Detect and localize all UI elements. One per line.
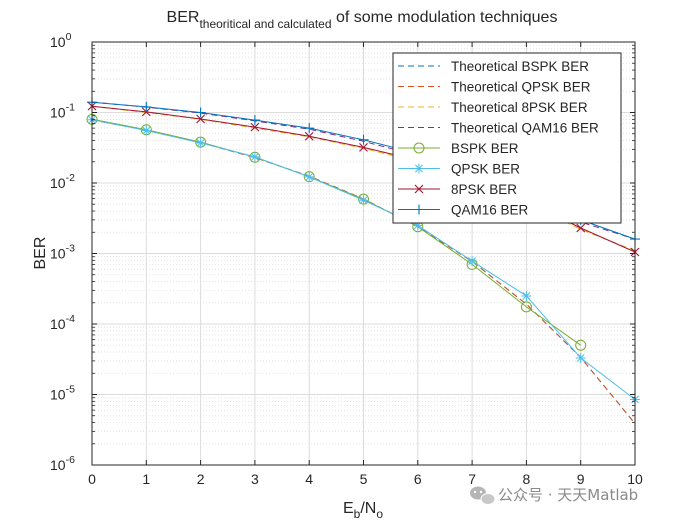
- marker-circle: [413, 142, 425, 154]
- x-tick-label: 1: [142, 471, 150, 487]
- xlabel-base: E: [343, 500, 354, 517]
- legend-entry: 8PSK BER: [398, 182, 517, 197]
- x-axis-title: Eb/No: [343, 500, 383, 521]
- x-tick-labels: 0 1 2 3 4 5 6 7 8 9 10: [88, 471, 643, 487]
- legend-label: QAM16 BER: [451, 203, 529, 218]
- y-tick-label: 10-1: [50, 102, 75, 121]
- marker-asterisk: [304, 171, 315, 182]
- x-tick-label: 10: [627, 471, 643, 487]
- marker-asterisk: [467, 256, 478, 267]
- marker-circle: [520, 301, 532, 313]
- marker-x: [196, 114, 205, 124]
- marker-x: [414, 184, 424, 194]
- marker-x: [250, 122, 260, 132]
- chart-title: BERtheoritical and calculated of some mo…: [167, 9, 558, 31]
- watermark: 公众号 · 天天Matlab: [470, 486, 638, 505]
- legend-entry: Theoretical QAM16 BER: [398, 121, 599, 136]
- legend-entry: QAM16 BER: [398, 203, 529, 218]
- x-tick-label: 0: [88, 471, 96, 487]
- series-line: [91, 118, 581, 346]
- marker-asterisk: [249, 151, 260, 162]
- y-tick-label: 10-2: [50, 172, 75, 191]
- legend-label: Theoretical 8PSK BER: [451, 100, 588, 115]
- x-tick-label: 7: [468, 471, 476, 487]
- title-subscript: theoritical and calculated: [199, 17, 331, 31]
- y-tick-label: 10-6: [50, 454, 75, 473]
- y-axis-title: BER: [32, 237, 49, 270]
- legend: Theoretical BSPK BER Theoretical QPSK BER…: [392, 52, 622, 224]
- x-tick-label: 9: [577, 471, 585, 487]
- title-base: BER: [167, 9, 200, 26]
- marker-asterisk: [412, 220, 423, 231]
- y-tick-label: 10-3: [50, 243, 75, 262]
- marker-x: [304, 131, 314, 141]
- watermark-text: 公众号 · 天天Matlab: [498, 486, 638, 504]
- minor-grid: [92, 44, 635, 445]
- marker-asterisk: [141, 125, 152, 136]
- marker-circle: [575, 339, 587, 351]
- legend-entry: Theoretical 8PSK BER: [398, 100, 588, 115]
- ticks: [91, 41, 636, 466]
- xlabel-sub1: b: [354, 507, 361, 521]
- legend-label: 8PSK BER: [451, 182, 517, 197]
- marker-plus: [141, 101, 152, 112]
- marker-plus: [249, 115, 260, 126]
- legend-label: QPSK BER: [451, 162, 520, 177]
- y-tick-labels: 10-6 10-5 10-4 10-3 10-2 10-1 100: [50, 31, 75, 473]
- marker-asterisk: [575, 352, 586, 363]
- legend-entry: BSPK BER: [398, 141, 519, 156]
- y-tick-label: 100: [50, 31, 72, 50]
- legend-entry: Theoretical QPSK BER: [398, 80, 591, 95]
- x-tick-label: 6: [414, 471, 422, 487]
- x-tick-label: 5: [360, 471, 368, 487]
- x-tick-label: 3: [251, 471, 259, 487]
- legend-label: Theoretical QAM16 BER: [451, 121, 599, 136]
- legend-label: Theoretical QPSK BER: [451, 80, 591, 95]
- marker-asterisk: [414, 163, 424, 174]
- xlabel-mid: /N: [360, 500, 376, 517]
- marker-asterisk: [358, 195, 369, 206]
- legend-label: Theoretical BSPK BER: [451, 59, 589, 74]
- legend-label: BSPK BER: [451, 141, 519, 156]
- marker-x: [359, 142, 368, 152]
- x-tick-label: 4: [305, 471, 313, 487]
- x-tick-label: 8: [523, 471, 531, 487]
- marker-plus: [195, 107, 206, 118]
- legend-box: [392, 52, 622, 224]
- marker-asterisk: [521, 290, 532, 301]
- y-tick-label: 10-4: [50, 313, 75, 332]
- marker-plus: [414, 204, 424, 215]
- wechat-icon: [470, 486, 496, 505]
- marker-plus: [304, 123, 315, 134]
- title-rest: of some modulation techniques: [332, 9, 558, 26]
- marker-x: [576, 223, 586, 233]
- marker-asterisk: [195, 137, 206, 148]
- y-tick-label: 10-5: [50, 384, 75, 403]
- legend-entry: QPSK BER: [398, 162, 520, 177]
- legend-entry: Theoretical BSPK BER: [398, 59, 589, 74]
- x-tick-label: 2: [197, 471, 205, 487]
- xlabel-sub2: o: [376, 507, 383, 521]
- marker-plus: [358, 134, 369, 145]
